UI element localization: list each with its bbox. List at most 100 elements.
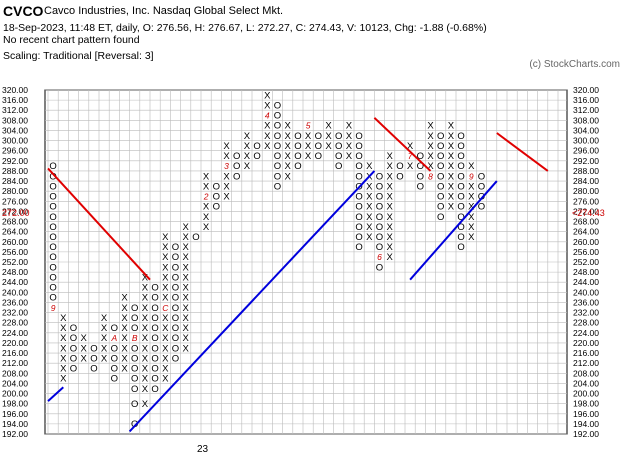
- o-box: O: [49, 232, 56, 243]
- o-box: O: [335, 131, 342, 142]
- x-box: X: [427, 141, 434, 152]
- x-box: X: [468, 212, 475, 223]
- o-box: O: [111, 343, 118, 354]
- month-marker: 7: [408, 151, 413, 161]
- x-box: X: [183, 313, 190, 324]
- x-box: X: [285, 121, 292, 132]
- x-box: X: [203, 222, 210, 233]
- o-box: O: [253, 141, 260, 152]
- x-box: X: [162, 272, 169, 283]
- o-box: O: [457, 131, 464, 142]
- o-box: O: [396, 161, 403, 172]
- x-box: X: [427, 151, 434, 162]
- o-box: O: [478, 202, 485, 213]
- x-box: X: [387, 202, 394, 213]
- y-tick-label-left: 220.00: [2, 338, 28, 348]
- x-box: X: [244, 131, 251, 142]
- x-box: X: [366, 181, 373, 192]
- month-marker: B: [132, 333, 138, 343]
- y-axis-right: 192.00194.00196.00198.00200.00204.00208.…: [573, 85, 599, 439]
- support-trendline: [128, 170, 376, 433]
- x-box: X: [305, 131, 312, 142]
- x-box: X: [101, 313, 108, 324]
- y-tick-label-right: 304.00: [573, 125, 599, 135]
- x-box: X: [407, 141, 414, 152]
- y-tick-label-right: 296.00: [573, 146, 599, 156]
- o-box: O: [457, 242, 464, 253]
- x-box: X: [448, 121, 455, 132]
- o-box: O: [49, 272, 56, 283]
- o-box: O: [457, 181, 464, 192]
- x-box: X: [121, 303, 128, 314]
- y-tick-label-right: 260.00: [573, 237, 599, 247]
- o-box: O: [376, 171, 383, 182]
- x-box: X: [346, 151, 353, 162]
- o-box: O: [294, 141, 301, 152]
- o-box: O: [70, 364, 77, 375]
- x-box: X: [366, 161, 373, 172]
- x-box: X: [142, 303, 149, 314]
- x-box: X: [223, 181, 230, 192]
- o-box: O: [335, 141, 342, 152]
- x-box: X: [285, 171, 292, 182]
- x-box: X: [162, 364, 169, 375]
- y-tick-label-right: 232.00: [573, 308, 599, 318]
- x-box: X: [162, 353, 169, 364]
- o-box: O: [131, 313, 138, 324]
- x-box: X: [142, 293, 149, 304]
- o-box: O: [49, 262, 56, 273]
- o-box: O: [437, 171, 444, 182]
- o-box: O: [151, 353, 158, 364]
- o-box: O: [437, 202, 444, 213]
- x-box: X: [142, 283, 149, 294]
- x-box: X: [162, 242, 169, 253]
- resistance-trendline: [496, 132, 549, 172]
- x-box: X: [162, 313, 169, 324]
- x-box: X: [285, 151, 292, 162]
- x-box: X: [325, 131, 332, 142]
- x-box: X: [448, 161, 455, 172]
- y-axis-left: 192.00194.00196.00198.00200.00204.00208.…: [2, 85, 28, 439]
- x-box: X: [366, 212, 373, 223]
- o-box: O: [151, 333, 158, 344]
- o-box: O: [417, 161, 424, 172]
- y-tick-label-right: 200.00: [573, 389, 599, 399]
- x-box: X: [325, 141, 332, 152]
- x-box: X: [407, 161, 414, 172]
- y-tick-label-left: 204.00: [2, 378, 28, 388]
- y-tick-label-right: 240.00: [573, 287, 599, 297]
- price-stats: 18-Sep-2023, 11:48 ET, daily, O: 276.56,…: [3, 22, 487, 34]
- month-marker: 9: [51, 303, 56, 313]
- x-box: X: [366, 192, 373, 203]
- o-box: O: [437, 161, 444, 172]
- x-box: X: [387, 232, 394, 243]
- o-box: O: [417, 151, 424, 162]
- o-box: O: [172, 353, 179, 364]
- x-box: X: [183, 333, 190, 344]
- x-box: X: [162, 252, 169, 263]
- x-box: X: [60, 323, 67, 334]
- x-box: X: [285, 161, 292, 172]
- o-box: O: [49, 242, 56, 253]
- y-tick-label-left: 316.00: [2, 95, 28, 105]
- y-tick-label-left: 264.00: [2, 227, 28, 237]
- x-box: X: [264, 100, 271, 111]
- o-box: O: [233, 171, 240, 182]
- o-box: O: [49, 293, 56, 304]
- x-box: X: [60, 343, 67, 354]
- x-box: X: [142, 353, 149, 364]
- y-tick-label-left: 296.00: [2, 146, 28, 156]
- x-box: X: [60, 353, 67, 364]
- company-name: Cavco Industries, Inc. Nasdaq Global Sel…: [44, 5, 284, 17]
- o-box: O: [213, 181, 220, 192]
- copyright-notice: (c) StockCharts.com: [529, 59, 620, 70]
- o-box: O: [172, 242, 179, 253]
- y-tick-label-right: 220.00: [573, 338, 599, 348]
- x-box: X: [183, 343, 190, 354]
- o-box: O: [172, 252, 179, 263]
- x-box: X: [183, 323, 190, 334]
- month-marker: 5: [306, 121, 311, 131]
- o-box: O: [376, 212, 383, 223]
- o-box: O: [151, 384, 158, 395]
